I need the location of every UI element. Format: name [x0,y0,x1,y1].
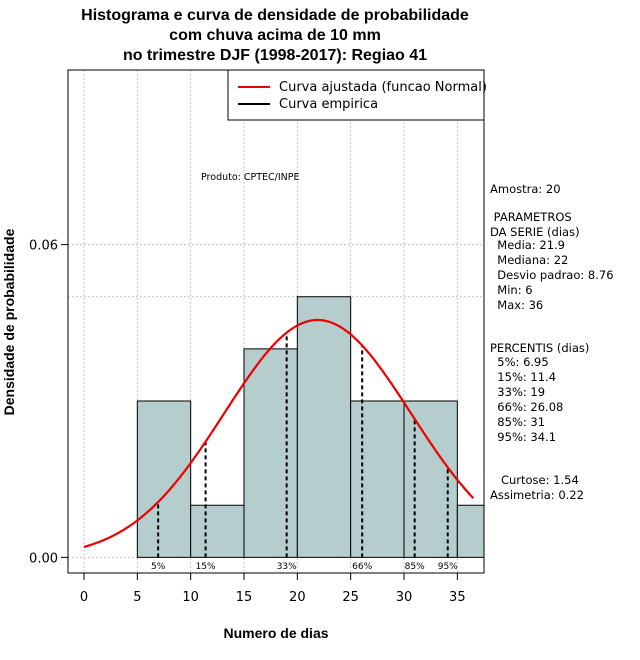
sample-size: Amostra: 20 [490,182,561,196]
percentile-label-5: 95% [438,562,458,572]
x-axis-label: Numero de dias [223,625,328,641]
x-tick-label-3: 15 [236,590,253,605]
histogram-bar-6 [456,504,485,558]
percentiles-values: 5%: 6.95 15%: 11.4 33%: 19 66%: 26.08 85… [497,355,564,444]
histogram-bar-1 [190,504,245,558]
y-axis-label: Densidade de probabilidade [1,228,17,415]
histogram-bar-0 [136,400,192,558]
percentile-labels: 5% 15% 33% 66% 85% 95% [151,562,458,572]
legend-box [227,69,485,121]
skewness: Assimetria: 0.22 [490,488,584,502]
y-tick-label-0: 0.00 [29,551,58,566]
chart-title-line-1: Histograma e curva de densidade de proba… [81,7,469,24]
percentile-label-0: 5% [151,562,166,572]
histogram-bar-2 [243,348,298,558]
legend: Curva ajustada (funcao Normal) Curva emp… [227,69,487,121]
x-tick-label-4: 20 [289,590,306,605]
x-tick-label-7: 35 [449,590,466,605]
chart-title-line-3: no trimestre DJF (1998-2017): Regiao 41 [122,47,428,64]
x-tick-label-2: 10 [182,590,199,605]
legend-label-empirica: Curva empirica [279,97,378,112]
percentile-label-2: 33% [277,562,297,572]
histogram-bar-5 [403,400,458,558]
product-annotation: Produto: CPTEC/INPE [201,172,300,183]
parameters-title: PARAMETROS DA SERIE (dias) [490,210,580,239]
x-tick-label-5: 25 [342,590,359,605]
percentiles-title: PERCENTIS (dias) [490,341,590,355]
kurtosis: Curtose: 1.54 [490,473,579,487]
chart-title-line-2: com chuva acima de 10 mm [169,27,381,44]
x-tick-label-1: 5 [133,590,141,605]
x-axis: 0 5 10 15 20 25 30 35 [80,572,466,605]
parameters-values: Media: 21.9 Mediana: 22 Desvio padrao: 8… [497,238,614,312]
y-axis: 0.00 0.06 [29,239,69,566]
x-tick-label-6: 30 [396,590,413,605]
percentile-lines [157,332,449,558]
x-tick-label-0: 0 [80,590,88,605]
y-tick-label-1: 0.06 [29,239,58,254]
percentile-label-1: 15% [196,562,216,572]
percentile-label-4: 85% [405,562,425,572]
histogram-bar-3 [296,296,352,558]
histogram-bar-4 [350,400,405,558]
percentile-label-3: 66% [352,562,372,572]
histogram-bars [136,296,485,558]
normal-curve-line [83,318,475,548]
legend-label-normal: Curva ajustada (funcao Normal) [279,80,487,95]
